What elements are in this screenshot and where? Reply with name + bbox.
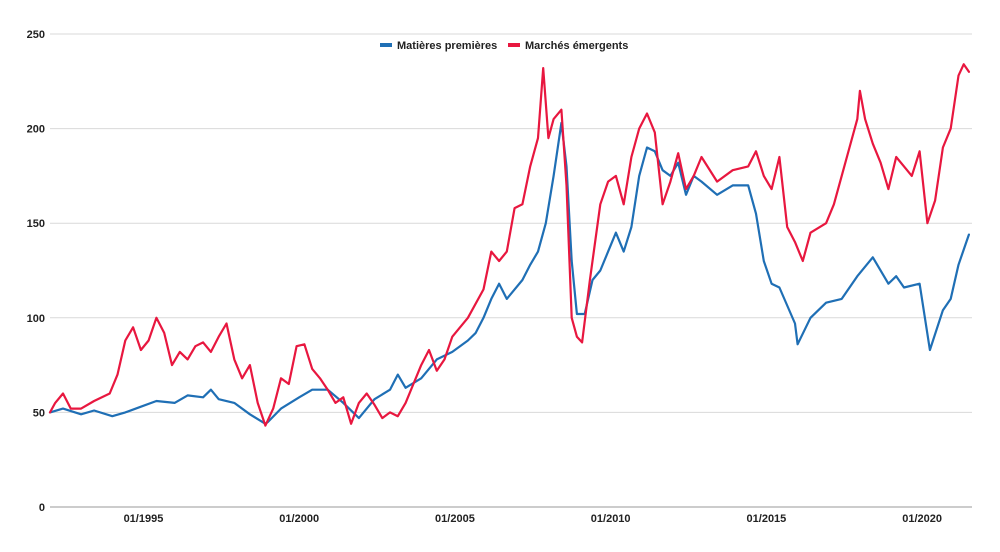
x-tick-label: 01/2015	[747, 513, 787, 525]
series-lines	[48, 63, 971, 427]
y-tick-label: 50	[33, 407, 45, 419]
y-axis-ticks: 0 50 100 150 200 250	[27, 29, 45, 514]
y-tick-label: 100	[27, 313, 45, 325]
legend: Matières premières Marchés émergents	[380, 40, 628, 52]
gridlines	[50, 33, 972, 508]
x-tick-label: 01/1995	[124, 513, 164, 525]
y-tick-label: 150	[27, 218, 45, 230]
y-tick-label: 0	[39, 502, 45, 514]
x-tick-label: 01/2000	[279, 513, 319, 525]
legend-label: Marchés émergents	[525, 40, 628, 52]
x-tick-label: 01/2020	[902, 513, 942, 525]
x-axis-ticks: 01/1995 01/2000 01/2005 01/2010 01/2015 01/20…	[124, 513, 942, 525]
series-line-2	[48, 63, 971, 427]
x-tick-label: 01/2010	[591, 513, 631, 525]
y-tick-label: 200	[27, 124, 45, 136]
series-line-1	[48, 121, 971, 425]
legend-label: Matières premières	[397, 40, 497, 52]
x-tick-label: 01/2005	[435, 513, 475, 525]
y-tick-label: 250	[27, 29, 45, 41]
